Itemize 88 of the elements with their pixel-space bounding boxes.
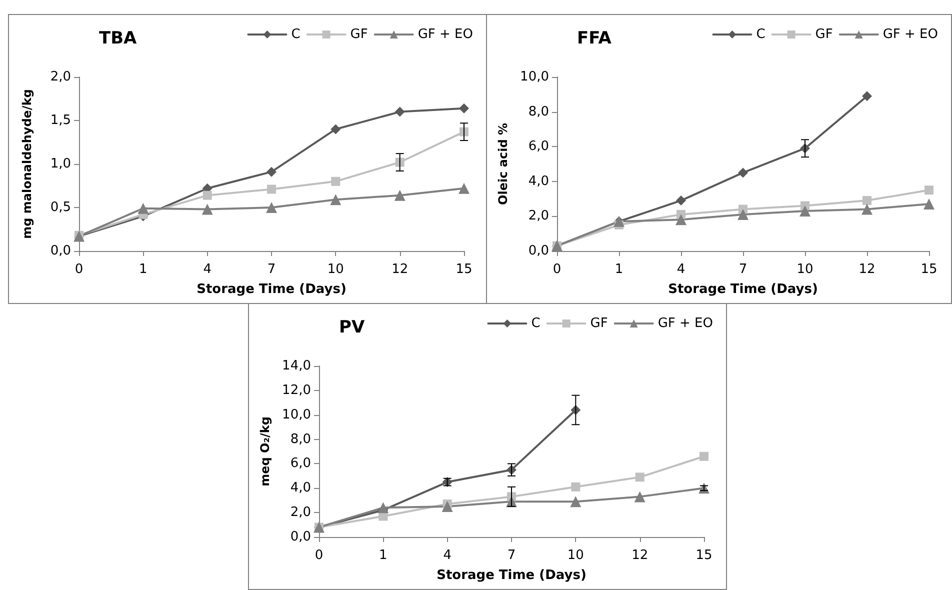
point: [394, 106, 405, 117]
x-tick-label: 1: [614, 262, 624, 277]
chart-title: FFA: [577, 28, 612, 48]
chart-title: TBA: [99, 28, 138, 48]
y-tick-label: 2,0: [50, 70, 71, 84]
y-axis-title: meq O₂/kg: [258, 416, 272, 486]
point: [267, 184, 276, 194]
y-tick-label: 6,0: [528, 139, 549, 154]
point: [800, 205, 810, 216]
x-tick-label: 10: [796, 262, 814, 277]
y-tick-label: 0,5: [50, 200, 71, 215]
point: [924, 186, 934, 195]
x-axis-title: Storage Time (Days): [668, 282, 818, 297]
legend-label: GF: [590, 316, 608, 331]
point: [676, 214, 686, 226]
point: [862, 196, 872, 206]
x-tick-label: 7: [507, 548, 516, 563]
x-tick-label: 10: [327, 262, 344, 277]
x-tick-label: 15: [456, 262, 472, 277]
point: [330, 124, 341, 134]
legend-label: GF: [350, 27, 368, 42]
point: [676, 196, 686, 206]
y-tick-label: 0,0: [528, 244, 549, 258]
x-tick-label: 12: [858, 262, 876, 277]
x-tick-label: 1: [139, 262, 148, 277]
point: [862, 204, 872, 215]
y-tick-label: 0,0: [290, 530, 311, 544]
legend-label: C: [531, 316, 540, 331]
point: [331, 176, 340, 186]
x-tick-label: 10: [567, 548, 584, 563]
y-tick-label: 2,0: [290, 505, 311, 520]
point: [378, 502, 389, 514]
legend-label: GF + EO: [658, 316, 713, 331]
y-tick-label: 1,5: [50, 113, 71, 128]
point: [700, 452, 708, 461]
x-tick-label: 12: [632, 548, 648, 563]
point: [570, 496, 582, 508]
x-tick-label: 7: [267, 262, 276, 277]
x-axis-title: Storage Time (Days): [196, 282, 346, 297]
y-tick-label: 8,0: [528, 104, 549, 120]
y-tick-label: 10,0: [282, 407, 311, 422]
point: [266, 166, 276, 177]
y-tick-label: 4,0: [528, 174, 549, 189]
x-tick-label: 0: [314, 548, 324, 563]
point: [138, 202, 149, 214]
point: [394, 190, 406, 201]
x-tick-label: 4: [203, 262, 212, 277]
x-tick-label: 4: [443, 548, 452, 563]
legend-label: C: [291, 27, 300, 42]
y-tick-label: 8,0: [290, 432, 311, 447]
y-axis-title: mg malonaldehyde/kg: [20, 89, 34, 239]
y-tick-label: 4,0: [290, 480, 311, 496]
point: [330, 194, 342, 206]
point: [459, 103, 469, 114]
x-tick-label: 7: [738, 262, 748, 277]
point: [924, 198, 934, 210]
x-tick-label: 0: [74, 262, 84, 277]
x-tick-label: 1: [379, 548, 388, 563]
legend-label: C: [756, 27, 766, 42]
legend-label: GF: [815, 27, 833, 42]
point: [634, 491, 646, 502]
point: [266, 202, 277, 213]
point: [862, 91, 872, 102]
chart-title: PV: [339, 318, 366, 338]
y-tick-label: 6,0: [290, 456, 311, 472]
x-tick-label: 15: [696, 548, 712, 563]
x-tick-label: 0: [552, 262, 562, 277]
point: [442, 500, 453, 512]
y-tick-label: 12,0: [282, 382, 311, 398]
point: [202, 204, 213, 215]
x-tick-label: 4: [676, 262, 686, 277]
y-tick-label: 1,0: [50, 156, 71, 172]
point: [571, 482, 580, 492]
point: [738, 168, 748, 178]
point: [635, 472, 644, 482]
x-tick-label: 12: [392, 262, 408, 277]
y-tick-label: 2,0: [528, 208, 549, 224]
legend-label: GF + EO: [418, 27, 473, 42]
legend-label: GF + EO: [882, 27, 938, 42]
x-axis-title: Storage Time (Days): [436, 568, 586, 583]
y-tick-label: 14,0: [282, 358, 311, 374]
point: [458, 182, 470, 194]
x-tick-label: 15: [920, 262, 938, 277]
y-tick-label: 10,0: [520, 70, 549, 84]
y-tick-label: 0,0: [50, 244, 71, 258]
point: [202, 190, 212, 200]
point: [738, 208, 748, 220]
y-axis-title: Oleic acid %: [496, 123, 510, 205]
